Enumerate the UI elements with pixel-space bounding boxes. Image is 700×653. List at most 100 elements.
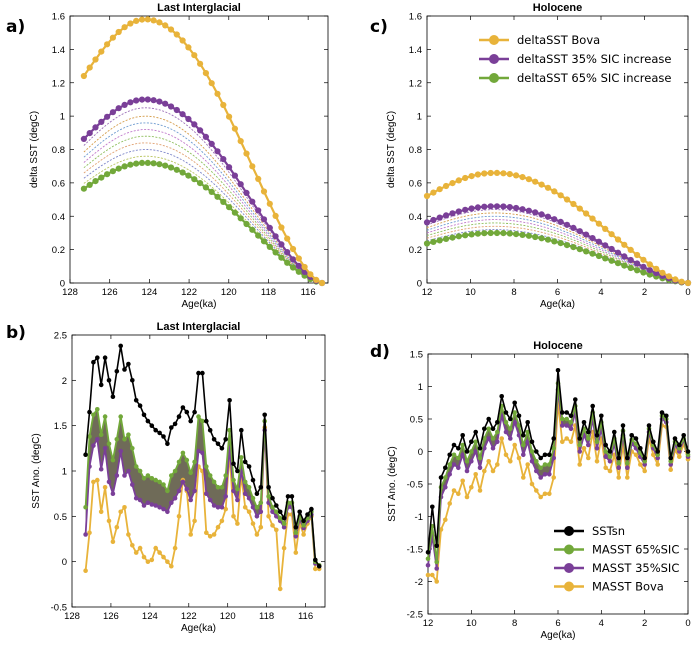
series-marker-bova [137, 545, 143, 551]
series-marker-sic65 [423, 240, 431, 247]
series-marker-bova [449, 180, 456, 187]
series-marker-bova [638, 462, 643, 467]
series-marker-sstsn [200, 370, 205, 376]
series-marker-sstsn [176, 414, 182, 419]
series-marker-sic35 [603, 454, 608, 460]
intermediate-sic-line [83, 107, 323, 284]
series-marker-sstsn [451, 442, 457, 448]
series-marker-sic65 [191, 176, 198, 183]
series-marker-sic35 [570, 224, 577, 231]
series-marker-sic65 [150, 160, 157, 167]
series-marker-bova [106, 518, 112, 524]
series-marker-bova [684, 279, 692, 287]
series-marker-bova [544, 184, 552, 191]
series-marker-bova [464, 494, 470, 500]
series-marker-bova [144, 16, 151, 23]
y-tick-label: 1 [418, 382, 423, 393]
series-marker-sic35 [568, 426, 574, 432]
series-marker-sic35 [500, 203, 507, 210]
series-marker-sstsn [521, 433, 526, 438]
series-marker-bova [301, 532, 306, 537]
series-marker-sic35 [595, 238, 603, 245]
series-marker-bova [482, 468, 487, 474]
series-marker-sic65 [118, 414, 123, 419]
series-marker-bova [547, 491, 552, 497]
series-marker-sic35 [551, 455, 556, 461]
y-tick-label: 0.5 [54, 512, 67, 523]
series-marker-sstsn [192, 409, 197, 415]
series-marker-sic65 [242, 479, 248, 485]
series-marker-sic35 [202, 133, 209, 140]
series-marker-sic35 [551, 216, 558, 223]
y-tick-label: -2.5 [407, 610, 423, 621]
x-tick-label: 128 [64, 611, 80, 622]
series-marker-bova [512, 442, 517, 448]
x-tick-label: 10 [465, 287, 476, 298]
series-marker-sstsn [106, 378, 112, 383]
series-marker-sic65 [506, 230, 513, 237]
series-marker-bova [473, 472, 479, 477]
series-marker-bova [462, 174, 469, 182]
series-marker-bova [486, 459, 492, 464]
series-marker-sic35 [577, 449, 582, 454]
series-marker-sic65 [685, 452, 691, 458]
series-marker-sic35 [642, 462, 647, 467]
series-marker-sic65 [464, 459, 470, 464]
series-marker-sic35 [226, 164, 233, 171]
series-marker-sic65 [255, 232, 262, 239]
series-marker-bova [621, 241, 628, 248]
y-tick-label: 0 [62, 557, 67, 568]
series-marker-sic35 [184, 486, 190, 492]
series-marker-sic65 [655, 452, 660, 458]
series-marker-sic35 [451, 462, 457, 467]
series-marker-sic65 [274, 509, 279, 515]
legend-swatch-marker [564, 544, 574, 555]
series-marker-bova [258, 524, 264, 530]
series-marker-sic65 [277, 515, 283, 521]
series-marker-sic65 [250, 495, 256, 501]
series-marker-sic65 [508, 426, 513, 432]
series-marker-bova [130, 543, 135, 548]
series-marker-sic35 [608, 245, 615, 253]
series-marker-sic65 [126, 432, 131, 438]
series-marker-sic35 [266, 224, 273, 231]
series-marker-bova [500, 170, 507, 177]
series-marker-bova [102, 485, 108, 490]
series-marker-sstsn [122, 367, 127, 372]
series-marker-sic35 [455, 208, 462, 215]
x-tick-label: 4 [599, 618, 604, 629]
legend-swatch-marker [489, 35, 499, 45]
series-marker-sstsn [309, 506, 314, 512]
series-marker-sstsn [672, 436, 678, 441]
series-marker-sic35 [443, 485, 448, 490]
series-marker-bova [118, 509, 123, 515]
y-tick-label: 1.4 [52, 45, 65, 56]
series-marker-sic35 [430, 216, 437, 224]
series-marker-sic65 [102, 414, 108, 419]
series-marker-sic65 [284, 259, 291, 266]
panel-label-c: c) [370, 17, 388, 37]
series-marker-bova [640, 256, 647, 263]
series-marker-sic35 [83, 532, 88, 537]
series-marker-sic35 [167, 103, 175, 110]
series-marker-sic35 [602, 242, 609, 249]
series-marker-sic65 [165, 488, 170, 494]
series-marker-sic35 [272, 233, 279, 240]
series-marker-sstsn [114, 369, 120, 374]
series-marker-sic65 [260, 238, 268, 245]
series-marker-sstsn [599, 413, 604, 419]
series-marker-sstsn [301, 518, 306, 524]
series-marker-sstsn [499, 394, 505, 399]
y-tick-label: 0.4 [52, 212, 65, 223]
panel-label-d: d) [370, 342, 390, 362]
series-marker-sic65 [80, 185, 87, 192]
series-marker-bova [133, 550, 139, 555]
series-marker-sic65 [451, 452, 457, 458]
series-marker-bova [490, 468, 496, 474]
y-tick-label: 2 [62, 376, 67, 387]
series-marker-sic35 [653, 270, 660, 277]
y-axis-label: delta SST (degC) [29, 111, 40, 188]
series-marker-sic65 [239, 455, 244, 460]
series-marker-sic35 [179, 111, 186, 118]
